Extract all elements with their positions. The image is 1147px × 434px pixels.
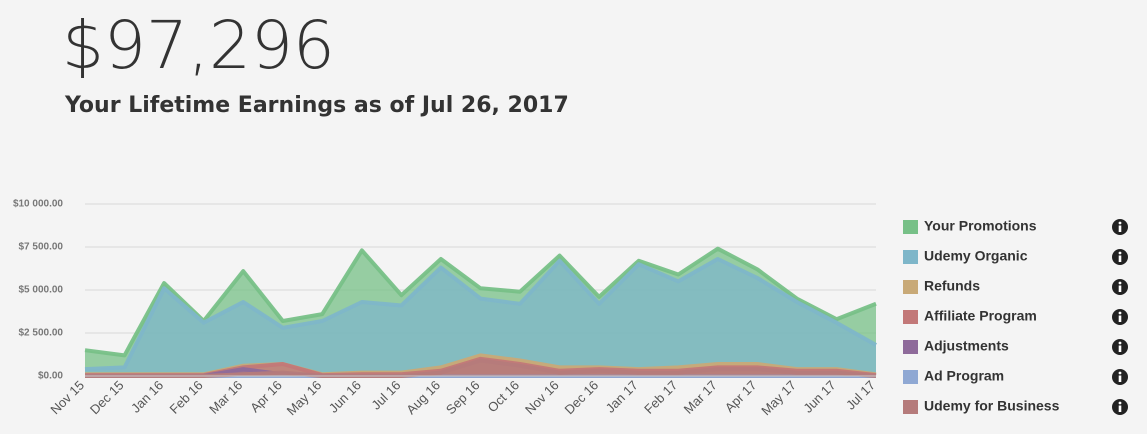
x-tick-label: Dec 15 <box>87 378 127 418</box>
legend-label: Udemy Organic <box>924 248 1028 264</box>
x-tick-label: Jan 16 <box>128 378 166 416</box>
info-icon-stem <box>1118 225 1122 232</box>
series-area <box>85 259 876 376</box>
x-tick-label: Aug 16 <box>403 378 443 418</box>
y-tick-label: $7 500.00 <box>19 242 64 253</box>
legend-swatch <box>903 220 918 234</box>
info-icon-stem <box>1118 405 1122 412</box>
x-tick-label: Oct 16 <box>484 378 522 416</box>
x-tick-label: Nov 16 <box>522 378 562 418</box>
info-icon[interactable] <box>1112 339 1128 355</box>
info-icon-dot <box>1118 251 1122 255</box>
x-tick-label: Dec 16 <box>562 378 602 418</box>
headline: $97,296 <box>62 7 335 84</box>
x-tick-label: Nov 15 <box>47 378 87 418</box>
legend-swatch <box>903 340 918 354</box>
legend-swatch <box>903 250 918 264</box>
legend-label: Adjustments <box>924 338 1009 354</box>
legend-swatch <box>903 370 918 384</box>
legend-swatch <box>903 310 918 324</box>
x-tick-label: Jun 16 <box>326 378 364 416</box>
x-tick-label: Jul 16 <box>368 378 403 413</box>
x-tick-label: Mar 16 <box>206 378 245 417</box>
info-icon[interactable] <box>1112 399 1128 415</box>
x-tick-label: Sep 16 <box>443 378 483 418</box>
legend-label: Affiliate Program <box>924 308 1037 324</box>
info-icon[interactable] <box>1112 219 1128 235</box>
info-icon-stem <box>1118 345 1122 352</box>
info-icon-dot <box>1118 311 1122 315</box>
info-icon-dot <box>1118 341 1122 345</box>
info-icon[interactable] <box>1112 249 1128 265</box>
info-icon-stem <box>1118 255 1122 262</box>
info-icon-dot <box>1118 221 1122 225</box>
legend-label: Your Promotions <box>924 218 1037 234</box>
legend-label: Refunds <box>924 278 980 294</box>
info-icon-dot <box>1118 281 1122 285</box>
subtitle: Your Lifetime Earnings as of Jul 26, 201… <box>64 93 569 118</box>
x-tick-label: Jan 17 <box>603 378 641 416</box>
legend-swatch <box>903 400 918 414</box>
series-line <box>85 358 877 378</box>
x-tick-label: May 17 <box>758 378 799 419</box>
x-tick-label: Jun 17 <box>800 378 838 416</box>
x-tick-label: Apr 16 <box>247 378 285 416</box>
info-icon-stem <box>1118 375 1122 382</box>
x-tick-label: Mar 17 <box>681 378 720 417</box>
info-icon-dot <box>1118 401 1122 405</box>
info-icon-stem <box>1118 315 1122 322</box>
x-tick-label: Jul 17 <box>843 378 878 413</box>
series-line <box>84 257 877 372</box>
y-tick-label: $5 000.00 <box>19 285 64 296</box>
info-icon-stem <box>1118 285 1122 292</box>
x-tick-label: May 16 <box>284 378 325 419</box>
y-tick-label: $2 500.00 <box>19 328 64 339</box>
y-tick-label: $0.00 <box>38 371 63 382</box>
legend-label: Ad Program <box>924 368 1004 384</box>
info-icon-dot <box>1118 371 1122 375</box>
x-tick-label: Feb 17 <box>641 378 680 417</box>
info-icon[interactable] <box>1112 309 1128 325</box>
info-icon[interactable] <box>1112 369 1128 385</box>
series-line <box>84 246 877 358</box>
legend-label: Udemy for Business <box>924 398 1060 414</box>
x-tick-label: Feb 16 <box>167 378 206 417</box>
info-icon[interactable] <box>1112 279 1128 295</box>
x-tick-label: Apr 17 <box>722 378 760 416</box>
legend-swatch <box>903 280 918 294</box>
series-area <box>85 360 876 376</box>
y-tick-label: $10 000.00 <box>13 199 63 210</box>
